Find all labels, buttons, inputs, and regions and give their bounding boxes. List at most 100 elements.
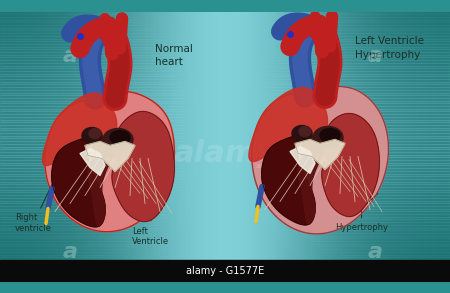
Bar <box>392 11 394 282</box>
Bar <box>441 11 443 282</box>
Bar <box>63 11 65 282</box>
Bar <box>227 11 230 282</box>
Bar <box>286 11 288 282</box>
Bar <box>0 44 450 47</box>
Bar <box>135 11 137 282</box>
Bar <box>40 11 43 282</box>
Bar <box>432 11 434 282</box>
Polygon shape <box>249 88 328 161</box>
Bar <box>380 11 382 282</box>
Bar <box>47 11 50 282</box>
Bar <box>0 200 450 203</box>
Bar <box>418 11 421 282</box>
Bar <box>0 255 450 257</box>
Bar <box>364 11 367 282</box>
Bar <box>0 106 450 109</box>
Bar <box>428 11 430 282</box>
Bar <box>290 11 292 282</box>
Text: a: a <box>368 241 382 261</box>
Bar <box>171 11 173 282</box>
Bar <box>146 11 148 282</box>
Bar <box>0 30 450 33</box>
Bar <box>322 11 324 282</box>
Text: Left
Ventricle: Left Ventricle <box>132 182 169 246</box>
Text: a: a <box>63 47 77 67</box>
Bar <box>0 63 450 66</box>
Bar <box>0 114 450 117</box>
Bar <box>194 11 196 282</box>
Bar <box>0 241 450 244</box>
Bar <box>0 273 450 276</box>
Bar <box>263 11 266 282</box>
Bar <box>232 11 234 282</box>
Bar <box>0 190 450 193</box>
Bar <box>0 279 450 282</box>
Bar <box>274 11 277 282</box>
Bar <box>212 11 214 282</box>
Bar <box>79 11 81 282</box>
Bar <box>184 11 187 282</box>
Polygon shape <box>290 146 315 173</box>
Text: Normal
heart: Normal heart <box>155 43 193 67</box>
Ellipse shape <box>313 127 343 149</box>
Bar <box>176 11 178 282</box>
Bar <box>43 11 45 282</box>
Text: Hypertrophy: Hypertrophy <box>335 174 388 233</box>
Polygon shape <box>261 134 315 225</box>
Bar <box>299 11 302 282</box>
Bar <box>101 11 104 282</box>
Bar <box>398 11 400 282</box>
Bar <box>0 17 450 20</box>
Bar <box>344 11 346 282</box>
Bar <box>0 265 450 268</box>
Bar <box>14 11 16 282</box>
Bar <box>277 11 279 282</box>
Bar <box>104 11 106 282</box>
Bar <box>11 11 13 282</box>
Bar <box>446 11 448 282</box>
Bar <box>225 11 227 282</box>
Bar <box>284 11 286 282</box>
Bar <box>205 11 207 282</box>
Bar <box>376 11 378 282</box>
Bar <box>74 11 76 282</box>
Bar <box>295 11 297 282</box>
Bar <box>346 11 349 282</box>
Bar <box>0 49 450 52</box>
Bar <box>385 11 387 282</box>
Bar <box>196 11 198 282</box>
Bar <box>261 11 263 282</box>
Bar <box>394 11 396 282</box>
Bar <box>0 130 450 133</box>
Bar <box>45 11 47 282</box>
Bar <box>2 11 4 282</box>
Bar <box>29 11 32 282</box>
Bar <box>448 11 450 282</box>
Bar <box>68 11 70 282</box>
Bar <box>0 60 450 63</box>
Bar <box>304 11 306 282</box>
Bar <box>0 109 450 111</box>
Bar <box>297 11 299 282</box>
Bar <box>0 127 450 130</box>
Bar <box>353 11 356 282</box>
Bar <box>272 11 274 282</box>
Bar <box>38 11 40 282</box>
Polygon shape <box>80 149 105 176</box>
Bar <box>187 11 189 282</box>
Bar <box>52 11 54 282</box>
Bar <box>259 11 261 282</box>
Bar <box>0 144 450 146</box>
Bar <box>202 11 205 282</box>
Bar <box>99 11 101 282</box>
Bar <box>191 11 194 282</box>
Bar <box>0 230 450 233</box>
Bar <box>241 11 243 282</box>
Bar <box>218 11 220 282</box>
Bar <box>425 11 428 282</box>
Bar <box>313 11 315 282</box>
Bar <box>16 11 18 282</box>
Bar <box>7 11 9 282</box>
Bar <box>0 95 450 98</box>
Bar <box>279 11 281 282</box>
